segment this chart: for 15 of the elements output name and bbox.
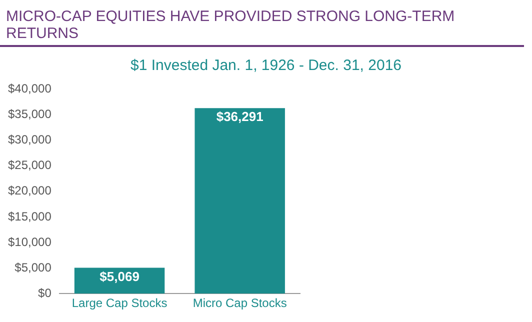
y-tick-label: $10,000 bbox=[8, 234, 52, 249]
chart-title: MICRO-CAP EQUITIES HAVE PROVIDED STRONG LONG-TERM RETURNS bbox=[0, 0, 524, 47]
data-label: $36,291 bbox=[216, 109, 264, 124]
y-tick-label: $30,000 bbox=[8, 132, 52, 147]
y-tick-label: $35,000 bbox=[8, 107, 52, 122]
x-tick-label: Large Cap Stocks bbox=[72, 296, 168, 310]
chart-subtitle: $1 Invested Jan. 1, 1926 - Dec. 31, 2016 bbox=[129, 57, 403, 74]
y-tick-label: $0 bbox=[38, 286, 52, 300]
y-tick-label: $20,000 bbox=[8, 184, 52, 198]
y-tick-label: $40,000 bbox=[8, 82, 52, 96]
y-tick-label: $5,000 bbox=[14, 260, 52, 274]
y-tick-label: $15,000 bbox=[8, 209, 52, 224]
x-tick-label: Micro Cap Stocks bbox=[192, 296, 287, 310]
data-label: $5,069 bbox=[100, 268, 140, 284]
y-tick-label: $25,000 bbox=[8, 158, 52, 172]
